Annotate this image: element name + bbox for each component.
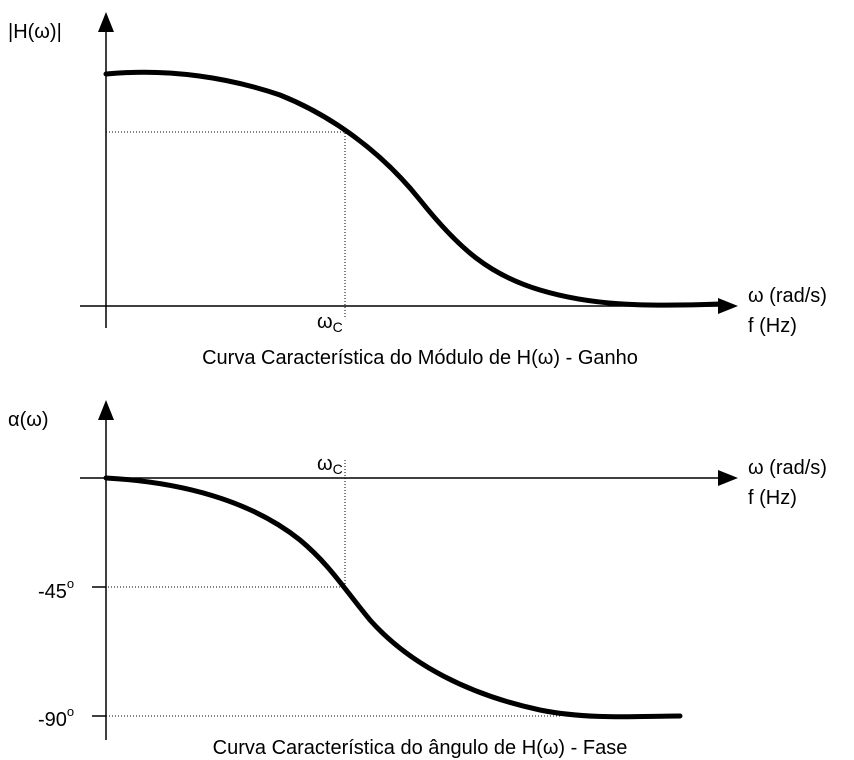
arrow <box>718 298 738 314</box>
arrow <box>98 400 114 420</box>
guide-line <box>106 131 346 318</box>
tick-sup: o <box>67 576 74 591</box>
x-label: f (Hz) <box>748 315 797 337</box>
tick-text: -90 <box>38 709 67 731</box>
wc: ω <box>317 453 333 475</box>
arrow <box>718 470 738 486</box>
tick-text: -45 <box>38 581 67 603</box>
gain-curve <box>103 69 723 308</box>
wc-sub: C <box>333 319 343 335</box>
phase-curve <box>103 475 683 720</box>
wc: ω <box>317 311 333 333</box>
arrow <box>98 12 114 32</box>
caption: Curva Característica do Módulo de H(ω) -… <box>202 347 638 369</box>
y-label: |H(ω)| <box>8 21 62 43</box>
caption: Curva Característica do ângulo de H(ω) -… <box>213 737 628 759</box>
wc-label: ωC <box>317 453 343 477</box>
wc-sub: C <box>333 461 343 477</box>
tick-sup: o <box>67 704 74 719</box>
tick-label: -45o <box>38 576 74 603</box>
tick-label: -90o <box>38 704 74 731</box>
wc-label: ωC <box>317 311 343 335</box>
x-label: f (Hz) <box>748 487 797 509</box>
x-label: ω (rad/s) <box>748 285 827 307</box>
x-label: ω (rad/s) <box>748 457 827 479</box>
y-label: α(ω) <box>8 409 49 431</box>
